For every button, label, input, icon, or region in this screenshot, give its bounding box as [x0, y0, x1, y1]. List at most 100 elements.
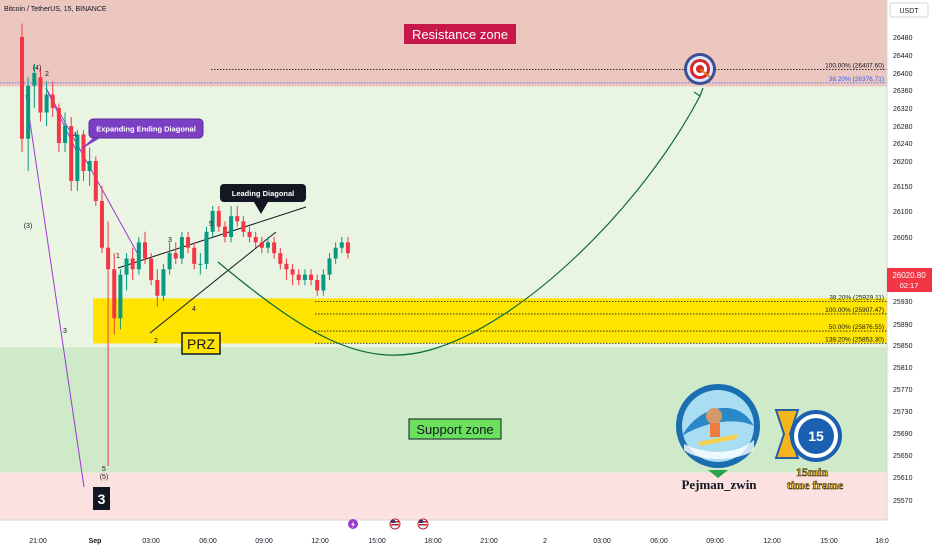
time-tick-label: 09:00: [255, 538, 273, 545]
time-tick-label: 21:00: [480, 538, 498, 545]
candle-body: [50, 94, 55, 108]
leading-diagonal-lower-line: [149, 231, 277, 334]
price-tick-label: 25650: [893, 453, 913, 460]
time-tick-labels: 21:00 Sep 03:00 06:00 09:00 12:00 15:00 18:00 21…: [29, 538, 889, 545]
currency-box[interactable]: [889, 2, 929, 18]
price-tick-label: 25770: [893, 387, 913, 394]
last-price-tag: 26020.80 02:17: [887, 268, 932, 292]
timeframe-line1: 15min: [796, 465, 828, 479]
fib-level-label: 38.20% (26376.71): [829, 76, 884, 83]
candle-body: [327, 258, 332, 275]
candle-body: [63, 126, 68, 143]
time-tick-label: 18:0: [875, 538, 889, 545]
fib-levels-layer: 100.00% (26407.60) 38.20% (26376.71) 38.20…: [0, 63, 887, 344]
price-axis[interactable]: USDT 26480 26440 26400 26360 26320 26280 26240…: [886, 0, 932, 520]
candle-body: [290, 269, 295, 275]
target-icon: [684, 53, 716, 85]
price-tick-label: 25890: [893, 322, 913, 329]
candle-body: [56, 108, 61, 143]
time-tick-label: 15:00: [820, 538, 838, 545]
candle-body: [32, 73, 37, 86]
candle-body: [278, 253, 283, 264]
author-logo: [676, 384, 760, 478]
candle-body: [44, 94, 49, 113]
candle-body: [106, 247, 111, 270]
wave-label: (5): [100, 474, 109, 481]
candle-body: [118, 274, 123, 319]
time-tick-label: 03:00: [593, 538, 611, 545]
candle-body: [167, 253, 172, 270]
wave-label: 2: [45, 71, 49, 78]
candle-body: [136, 242, 141, 270]
svg-text:3: 3: [98, 491, 106, 507]
candle-body: [315, 280, 320, 291]
candle-body: [130, 258, 135, 270]
price-tick-label: 25810: [893, 365, 913, 372]
support-zone-label: Support zone: [408, 418, 502, 440]
wave-label: 5: [209, 221, 213, 228]
last-price-value: 26020.80: [892, 271, 926, 280]
time-tick-label: 06:00: [199, 538, 217, 545]
time-tick-label: 15:00: [368, 538, 386, 545]
candle-body: [216, 211, 221, 227]
candle-body: [235, 216, 240, 222]
wave-label: 3: [63, 328, 67, 335]
time-tick-label: 09:00: [706, 538, 724, 545]
svg-text:Resistance zone: Resistance zone: [412, 27, 508, 42]
prz-label: PRZ: [181, 332, 221, 355]
time-tick-label: 03:00: [142, 538, 160, 545]
resistance-zone-label: Resistance zone: [404, 24, 516, 44]
time-tick-label: Sep: [89, 538, 102, 545]
candle-body: [143, 242, 147, 259]
price-tick-label: 25930: [893, 299, 913, 306]
time-tick-label: 06:00: [650, 538, 668, 545]
event-lightning-icon[interactable]: [348, 519, 358, 529]
candle-body: [345, 242, 350, 254]
fib-level-label: 138.20% (25853.30): [825, 336, 884, 343]
time-axis[interactable]: 21:00 Sep 03:00 06:00 09:00 12:00 15:00 18:00 21…: [0, 518, 932, 550]
time-tick-label: 2: [543, 538, 547, 545]
wave-label: 4: [192, 306, 196, 313]
candle-body: [99, 201, 104, 248]
price-tick-label: 26240: [893, 141, 913, 148]
candle-body: [69, 126, 74, 181]
symbol-title: Bitcoin / TetherUS, 15, BINANCE: [4, 6, 107, 13]
candle-body: [124, 258, 129, 275]
projected-path-curve: [217, 95, 701, 356]
price-tick-label: 26150: [893, 184, 913, 191]
svg-text:PRZ: PRZ: [187, 336, 215, 352]
candle-body: [155, 280, 160, 296]
wave-label: 2: [154, 338, 158, 345]
projected-path-arrowhead: [693, 87, 704, 97]
candle-body: [284, 263, 289, 270]
timeframe-line2: time frame: [787, 478, 844, 492]
leading-diagonal-callout[interactable]: Leading Diagonal: [220, 184, 306, 214]
expanding-diagonal-text: Expanding Ending Diagonal: [96, 125, 196, 134]
candle-body: [81, 134, 86, 171]
time-tick-label: 21:00: [29, 538, 47, 545]
prz-zone: [93, 298, 887, 344]
candle-body: [112, 269, 117, 319]
expanding-diagonal-callout[interactable]: Expanding Ending Diagonal: [80, 118, 204, 150]
price-tick-label: 25730: [893, 409, 913, 416]
svg-text:Support zone: Support zone: [416, 422, 493, 437]
candle-body: [161, 269, 166, 296]
event-us-flag-icon[interactable]: [389, 518, 401, 530]
candle-body: [259, 242, 264, 248]
event-us-flag-icon[interactable]: [417, 518, 429, 530]
candle-body: [296, 274, 301, 280]
price-tick-label: 26200: [893, 159, 913, 166]
candle-body: [186, 237, 191, 248]
bar-countdown: 02:17: [900, 281, 919, 290]
candle-body: [333, 247, 338, 259]
price-tick-label: 26440: [893, 53, 913, 60]
wave-label: 3: [168, 237, 172, 244]
candle-body: [210, 211, 215, 232]
candle-body: [247, 231, 252, 237]
leading-diagonal-upper-line: [117, 206, 307, 269]
price-tick-label: 26100: [893, 209, 913, 216]
clock-number: 15: [808, 428, 824, 444]
price-tick-label: 25850: [893, 343, 913, 350]
